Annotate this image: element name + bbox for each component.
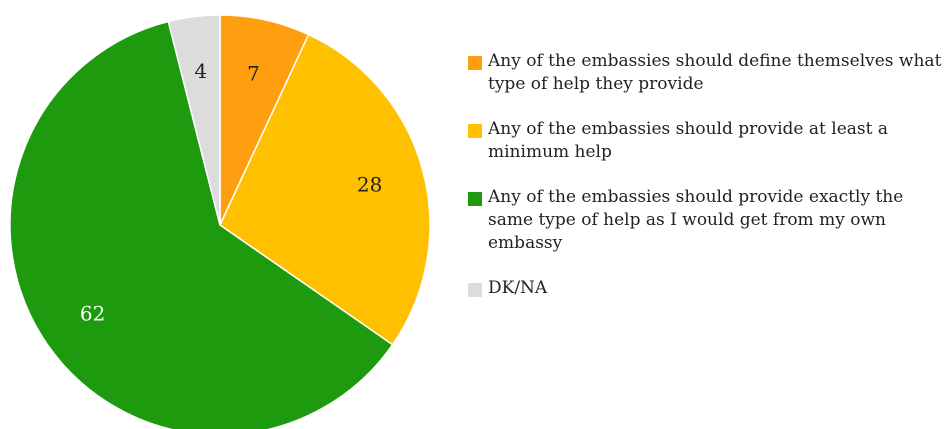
legend: Any of the embassies should define thems… [468,50,943,322]
legend-label: Any of the embassies should provide exac… [488,187,904,253]
legend-swatch [468,192,482,206]
legend-swatch [468,283,482,297]
legend-item-same-help: Any of the embassies should provide exac… [468,186,943,255]
legend-label: DK/NA [488,278,548,298]
legend-item-minimum-help: Any of the embassies should provide at l… [468,118,943,164]
pie-chart: 7 28 62 4 [9,14,431,429]
legend-item-dk-na: DK/NA [468,277,943,300]
legend-label: Any of the embassies should define thems… [488,51,942,94]
slice-value-label: 4 [194,59,207,83]
pie-slice [219,33,431,346]
legend-swatch [468,56,482,70]
slice-value-label: 28 [357,173,382,197]
slice-value-label: 7 [247,62,260,86]
legend-swatch [468,124,482,138]
pie-slice [9,20,394,429]
slice-value-label: 62 [80,301,105,325]
legend-label: Any of the embassies should provide at l… [488,119,888,162]
pie-slice [167,14,221,226]
legend-item-define-themselves: Any of the embassies should define thems… [468,50,943,96]
